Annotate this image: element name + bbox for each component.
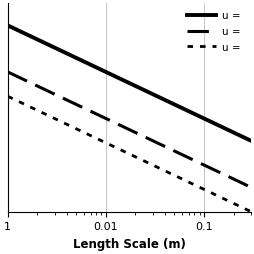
u =  — [165, 171, 168, 174]
u =  — [165, 146, 168, 149]
u =  — [6, 95, 9, 98]
u =  — [146, 161, 149, 164]
Line: u = : u = — [8, 97, 254, 236]
u =  — [165, 100, 168, 103]
X-axis label: Length Scale (m): Length Scale (m) — [73, 237, 185, 250]
u =  — [6, 71, 9, 74]
u =  — [6, 25, 9, 28]
Line: u = : u = — [8, 73, 254, 212]
Line: u = : u = — [8, 26, 254, 165]
u =  — [147, 138, 150, 141]
u =  — [147, 92, 150, 95]
u =  — [181, 154, 184, 157]
u =  — [247, 139, 250, 142]
u =  — [247, 209, 250, 212]
u =  — [147, 162, 150, 165]
u =  — [181, 178, 184, 181]
u =  — [247, 185, 250, 188]
u =  — [181, 107, 184, 110]
u =  — [146, 91, 149, 94]
u =  — [146, 137, 149, 140]
Legend: u = , u = , u = : u = , u = , u = — [184, 9, 245, 55]
